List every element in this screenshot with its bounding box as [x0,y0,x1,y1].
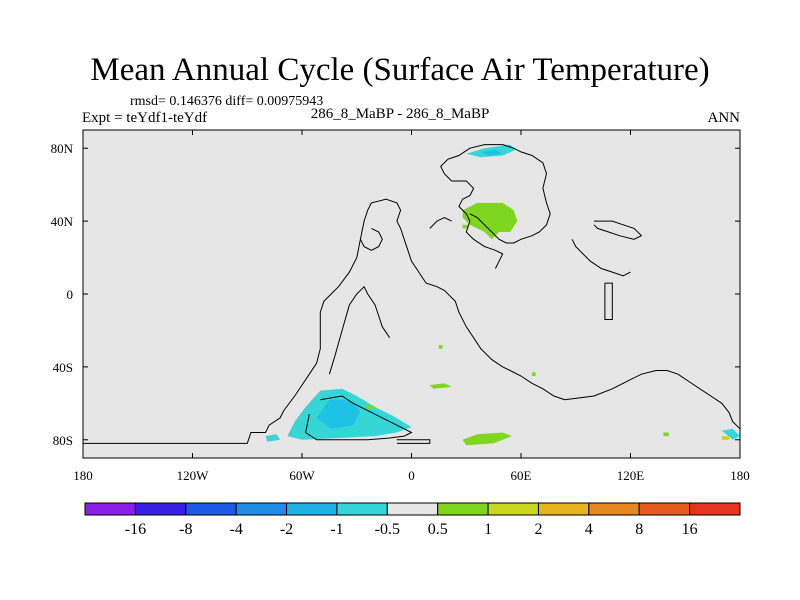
colorbar-swatch [638,502,691,516]
stats-text: rmsd= 0.146376 diff= 0.00975943 [130,94,324,109]
coastline-5 [451,180,504,269]
coastline-6 [440,144,551,244]
anomaly-region-12 [438,345,443,349]
y-tick-label: 80N [51,141,74,156]
x-tick-label: 180 [73,468,93,483]
colorbar-label: 8 [635,521,643,538]
y-tick-label: 40S [53,360,73,375]
colorbar-swatch [134,502,187,516]
map-background [83,130,740,458]
colorbar-swatch [689,502,741,516]
colorbar-label: 2 [535,521,543,538]
colorbar-label: -0.5 [375,521,400,538]
colorbar-label: 1 [484,521,492,538]
coastline-8 [571,239,631,277]
x-tick-label: 180 [730,468,750,483]
colorbar-label: -1 [330,521,343,538]
colorbar-swatch [185,502,237,516]
colorbar-label: 4 [585,521,593,538]
anomaly-region-7 [462,224,469,229]
colorbar-swatch [437,502,489,516]
x-tick-label: 60E [511,468,532,483]
plot-title: Mean Annual Cycle (Surface Air Temperatu… [90,52,710,88]
colorbar-swatch [386,502,439,516]
x-tick-label: 0 [408,468,415,483]
coastline-0 [83,198,740,444]
anomaly-region-5 [721,428,740,440]
colorbar-swatch [286,502,338,516]
anomaly-region-9 [429,383,452,389]
colorbar-swatch [336,502,388,516]
coastline-7 [593,220,643,240]
coastline-4 [396,439,431,444]
coastline-3 [305,395,413,441]
coastline-1 [328,285,391,375]
y-tick-label: 80S [53,433,73,448]
colorbar-swatch [537,502,590,516]
anomaly-region-10 [365,405,374,409]
plot-subtitle: 286_8_MaBP - 286_8_MaBP [310,106,490,122]
anomaly-region-8 [462,432,512,446]
colorbar-swatch [588,502,640,516]
colorbar-swatch [235,502,288,516]
anomaly-region-14 [721,436,729,440]
axis-ticks: 180 120W 60W 0 60E 120E 180 80N 40N 0 40S 80S [51,130,750,483]
colorbar-label: -2 [280,521,293,538]
anomaly-region-4 [480,150,503,156]
y-tick-label: 40N [51,214,74,229]
colorbar: -16 -8 -4 -2 -1 -0.5 0.5 1 2 4 8 16 [84,502,741,538]
colorbar-label: -8 [179,521,192,538]
colorbar-label: 16 [682,521,698,538]
colorbar-swatch [487,502,539,516]
experiment-label: Expt = teYdf1-teYdf [82,110,208,126]
x-tick-label: 60W [289,468,315,483]
anomaly-region-13 [663,432,669,437]
coastline-2 [359,227,383,251]
anomaly-region-1 [316,399,361,429]
colorbar-label: 0.5 [428,521,448,538]
anomaly-fill-layer [265,144,740,446]
x-tick-label: 120W [177,468,210,483]
coastline-10 [429,216,452,229]
anomaly-region-2 [265,434,281,442]
anomaly-region-11 [532,372,536,376]
coastline-9 [604,282,613,320]
colorbar-label: -16 [125,521,146,538]
colorbar-label: -4 [230,521,243,538]
y-tick-label: 0 [67,287,74,302]
coastline-layer [83,144,740,444]
colorbar-swatch [84,502,136,516]
x-tick-label: 120E [617,468,645,483]
season-label: ANN [707,110,741,126]
anomaly-region-6 [462,202,518,240]
